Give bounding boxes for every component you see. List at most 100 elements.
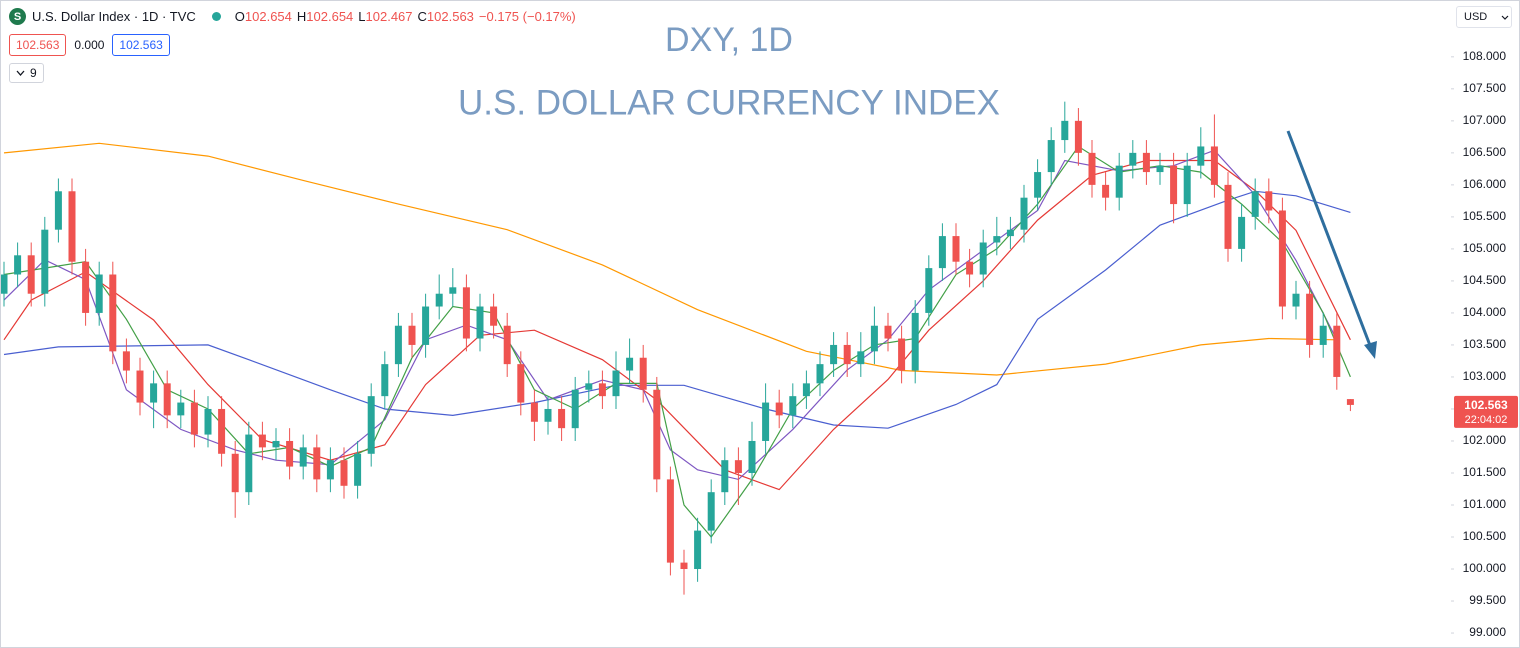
candle-body — [190, 402, 198, 435]
ohlc-label: C — [417, 9, 427, 24]
y-tick-label: 106.500 — [1463, 145, 1507, 159]
moving-average-line — [3, 149, 1338, 481]
symbol-name[interactable]: U.S. Dollar Index · 1D · TVC — [32, 9, 196, 24]
y-tick-label: 107.000 — [1463, 113, 1507, 127]
candle-body — [27, 255, 35, 294]
candle-body — [1197, 146, 1205, 166]
candle-body — [41, 229, 49, 294]
chart-title: DXY, 1D — [665, 21, 793, 59]
trend-arrow — [1286, 130, 1377, 359]
candle-body — [218, 408, 226, 454]
candle-body — [1292, 293, 1300, 307]
indicator-badge: 102.563 — [112, 34, 170, 56]
indicator-value: 0.000 — [74, 38, 105, 52]
candle-body — [762, 402, 770, 441]
candle-body — [313, 447, 321, 480]
candle-body — [1346, 399, 1354, 405]
y-tick-label: 101.000 — [1463, 497, 1507, 511]
candle-body — [68, 191, 76, 262]
candle-body — [435, 293, 443, 307]
candle-body — [1183, 165, 1191, 205]
price-tag-label: 102.563 — [1464, 398, 1508, 412]
candle-body — [1142, 152, 1150, 173]
candle-body — [898, 338, 906, 371]
symbol-icon: S — [9, 8, 26, 25]
candle-body — [1319, 325, 1327, 345]
candle-body — [666, 479, 674, 563]
candle-body — [1170, 165, 1178, 205]
y-tick-label: 105.500 — [1463, 209, 1507, 223]
candle-body — [571, 389, 579, 429]
candle-body — [490, 306, 498, 326]
candle-body — [1129, 152, 1137, 166]
candle-body — [136, 370, 144, 403]
y-tick-label: 105.000 — [1463, 241, 1507, 255]
candle-body — [585, 383, 593, 390]
candle-body — [1251, 191, 1259, 217]
y-tick-label: 107.500 — [1463, 81, 1507, 95]
moving-average-line — [3, 190, 1351, 429]
y-tick-label: 104.000 — [1463, 305, 1507, 319]
y-tick-label: 100.500 — [1463, 529, 1507, 543]
ohlc-value: 102.654 — [244, 9, 292, 24]
ohlc-label: H — [296, 9, 307, 24]
candle-body — [82, 261, 90, 313]
indicator-values: 102.563 0.000 102.563 — [9, 34, 170, 56]
indicators-toggle[interactable]: 9 — [9, 63, 44, 83]
candle-body — [1034, 172, 1042, 198]
chevron-icon — [16, 70, 25, 76]
candle-body — [707, 492, 715, 531]
currency-label: USD — [1464, 11, 1488, 23]
candle-body — [258, 434, 266, 448]
moving-average-line — [3, 142, 1337, 376]
candle-body — [354, 453, 362, 486]
candle-body — [1306, 293, 1314, 345]
y-tick-label: 100.000 — [1463, 561, 1507, 575]
candle-body — [884, 325, 892, 339]
candle-body — [1074, 120, 1082, 153]
candle-body — [598, 383, 606, 397]
indicator-count: 9 — [30, 66, 37, 80]
candle-body — [830, 344, 838, 365]
y-tick-label: 104.500 — [1463, 273, 1507, 287]
currency-select[interactable]: USD — [1456, 6, 1512, 28]
candle-body — [653, 389, 661, 480]
moving-average-line — [3, 145, 1351, 538]
candle-body — [1156, 165, 1164, 173]
y-tick-label: 102.000 — [1463, 433, 1507, 447]
candle-body — [177, 402, 185, 416]
candle-body — [612, 370, 620, 397]
candle-body — [1006, 229, 1014, 237]
y-tick-label: 108.000 — [1463, 49, 1507, 63]
candle-body — [966, 261, 974, 275]
candle-body — [911, 312, 919, 371]
candle-body — [326, 460, 334, 480]
ohlc-value: 102.467 — [365, 9, 413, 24]
countdown-label: 22:04:02 — [1465, 414, 1508, 426]
ohlc-label: L — [358, 9, 366, 24]
y-tick-label: 106.000 — [1463, 177, 1507, 191]
price-change: −0.175 (−0.17%) — [478, 9, 576, 24]
candle-body — [843, 344, 851, 365]
candle-body — [626, 357, 634, 371]
candle-body — [299, 447, 307, 467]
candle-body — [1278, 210, 1286, 307]
candle-body — [952, 236, 960, 262]
candle-body — [95, 274, 103, 313]
candle-body — [775, 402, 783, 416]
candle-body — [394, 325, 402, 365]
ohlc-value: 102.563 — [426, 9, 474, 24]
candle-body — [993, 236, 1001, 243]
candle-body — [109, 274, 117, 352]
candle-body — [558, 408, 566, 429]
candle-body — [340, 460, 348, 486]
candle-body — [150, 383, 158, 403]
y-tick-label: 103.500 — [1463, 337, 1507, 351]
candle-body — [530, 402, 538, 422]
candle-body — [1265, 191, 1273, 211]
candle-body — [1, 274, 8, 294]
candle-body — [367, 396, 375, 454]
y-tick-label: 99.000 — [1469, 625, 1506, 639]
candle-body — [1224, 184, 1232, 249]
candle-body — [449, 287, 457, 294]
